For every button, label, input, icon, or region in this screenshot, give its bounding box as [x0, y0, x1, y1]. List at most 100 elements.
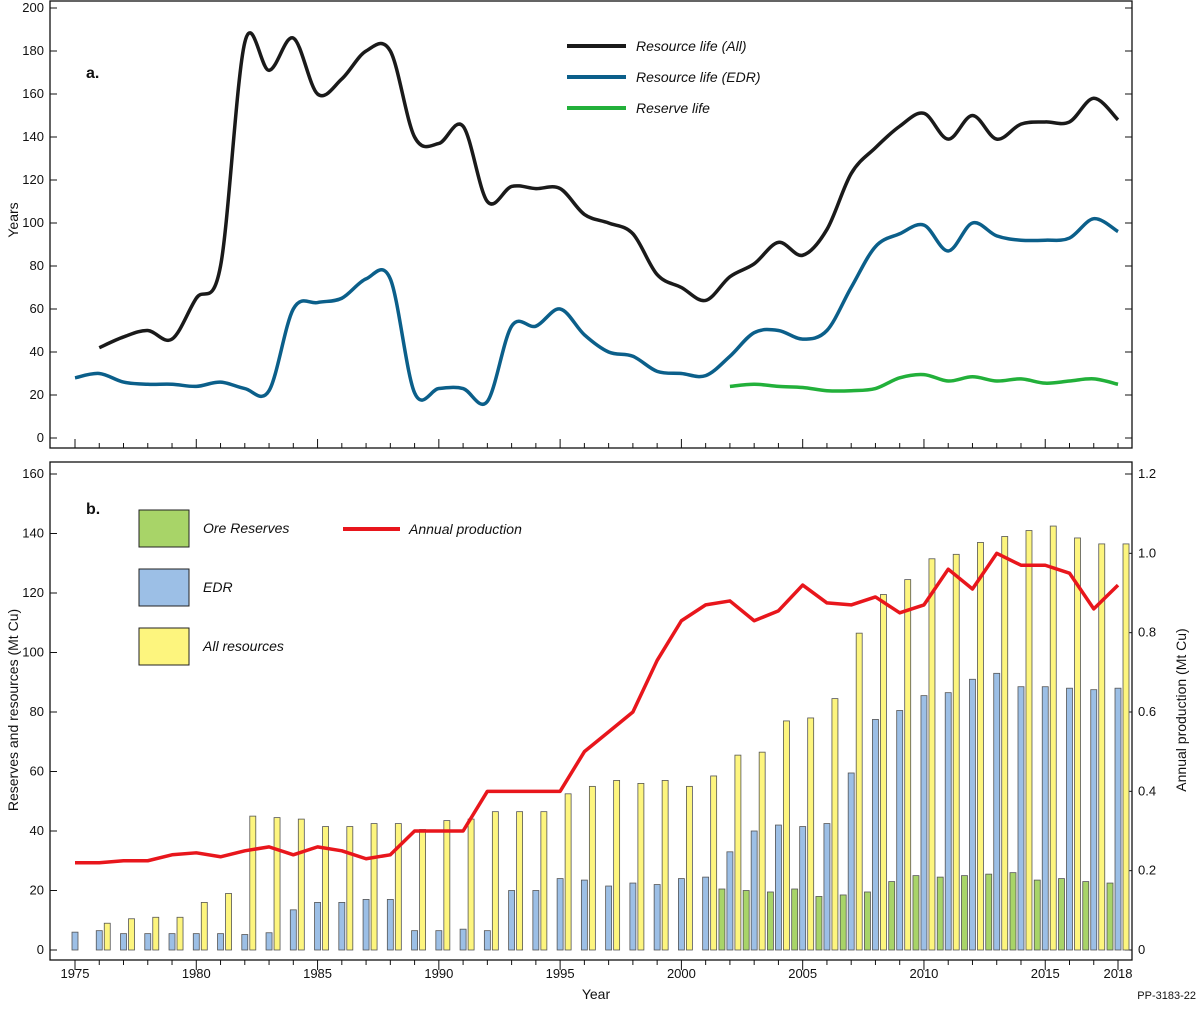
bar-edr — [823, 823, 831, 951]
y-tick-label: 160 — [22, 466, 44, 481]
bar-all-resources — [977, 542, 984, 951]
y-tick-label: 20 — [30, 883, 44, 898]
bar-edr — [556, 878, 564, 951]
bar-edr — [629, 882, 637, 951]
bar-edr — [217, 933, 224, 951]
bar-ore-reserves — [1009, 872, 1017, 951]
y-tick-label-right: 0 — [1138, 942, 1145, 957]
bar-edr — [775, 824, 782, 951]
bar-edr — [241, 934, 249, 951]
legend-label-all-resources: All resources — [202, 638, 284, 654]
bar-all-resources — [1025, 530, 1033, 951]
bar-edr — [168, 933, 176, 951]
x-axis-label: Year — [582, 986, 611, 1002]
y-tick-label: 180 — [22, 43, 44, 58]
bar-all-resources — [637, 783, 645, 951]
bar-all-resources — [831, 698, 839, 951]
bar-all-resources — [152, 916, 160, 951]
bar-all-resources — [443, 820, 451, 951]
bar-all-resources — [176, 916, 184, 951]
y-tick-label: 40 — [30, 823, 44, 838]
bar-edr — [1066, 687, 1073, 951]
bar-ore-reserves — [1058, 878, 1065, 951]
bar-ore-reserves — [936, 876, 944, 951]
bar-all-resources — [1122, 543, 1130, 951]
bar-ore-reserves — [864, 891, 871, 951]
y-tick-label-right: 0.6 — [1138, 704, 1156, 719]
bar-edr — [435, 930, 443, 951]
y-tick-label: 80 — [30, 258, 44, 273]
panel-b-ylabel-right: Annual production (Mt Cu) — [1173, 628, 1189, 791]
bar-all-resources — [370, 823, 378, 951]
panel-b-label: b. — [86, 501, 100, 518]
panel-a-ylabel: Years — [5, 202, 21, 237]
x-tick-label: 2010 — [909, 966, 938, 981]
y-tick-label-right: 1.2 — [1138, 466, 1156, 481]
bar-edr — [338, 902, 346, 951]
bar-edr — [386, 899, 394, 951]
bar-all-resources — [710, 775, 718, 951]
y-tick-label: 140 — [22, 129, 44, 144]
bar-edr — [605, 885, 613, 951]
bar-ore-reserves — [888, 881, 896, 951]
bar-edr — [750, 830, 758, 951]
panel-a: 0 20 40 60 80 100 120 140 160 180 200 Resource life… — [22, 0, 1133, 449]
bar-ore-reserves — [742, 890, 750, 951]
x-tick-label: 2018 — [1104, 966, 1133, 981]
bar-all-resources — [1049, 525, 1057, 951]
y-tick-label: 40 — [30, 344, 44, 359]
bar-all-resources — [297, 818, 305, 951]
x-tick-label: 2015 — [1031, 966, 1060, 981]
bar-ore-reserves — [985, 873, 993, 951]
bar-edr — [993, 672, 1001, 951]
bar-ore-reserves — [815, 896, 823, 951]
panel-a-label: a. — [86, 65, 99, 82]
y-tick-label: 160 — [22, 86, 44, 101]
bar-edr — [847, 772, 855, 951]
bar-ore-reserves — [767, 891, 774, 951]
bar-all-resources — [880, 594, 887, 951]
legend-label-annual-production: Annual production — [408, 521, 522, 537]
bar-ore-reserves — [1082, 881, 1090, 951]
x-tick-label: 1975 — [61, 966, 90, 981]
y-tick-label: 60 — [30, 301, 44, 316]
bar-ore-reserves — [912, 875, 920, 951]
bar-edr — [653, 884, 661, 951]
bar-edr — [483, 930, 491, 951]
bar-edr — [702, 876, 710, 951]
y-tick-label: 60 — [30, 764, 44, 779]
y-tick-label: 20 — [30, 387, 44, 402]
bar-all-resources — [346, 826, 354, 951]
bar-all-resources — [467, 818, 475, 951]
bar-all-resources — [225, 893, 232, 951]
bar-edr — [726, 851, 734, 951]
bar-ore-reserves — [1033, 879, 1041, 951]
bar-edr — [71, 931, 79, 951]
y-tick-label: 100 — [22, 645, 44, 660]
panel-a-frame — [49, 0, 1133, 449]
bar-edr — [872, 719, 879, 951]
bar-edr — [1114, 687, 1122, 951]
bar-all-resources — [613, 780, 621, 951]
bar-ore-reserves — [1106, 882, 1114, 951]
bar-all-resources — [516, 811, 524, 951]
bar-all-resources — [394, 823, 402, 951]
y-tick-label: 140 — [22, 526, 44, 541]
bar-all-resources — [1001, 536, 1009, 951]
bar-all-resources — [564, 793, 572, 951]
x-tick-label: 1995 — [546, 966, 575, 981]
bar-all-resources — [322, 826, 329, 951]
bar-edr — [192, 933, 200, 951]
legend-swatch-all-resources — [138, 627, 190, 666]
legend-label-resource-life-edr: Resource life (EDR) — [636, 69, 760, 85]
bar-all-resources — [249, 815, 257, 951]
y-tick-label-right: 0.2 — [1138, 863, 1156, 878]
line-resource-life-edr — [74, 216, 1119, 406]
bar-all-resources — [783, 720, 790, 951]
bar-all-resources — [904, 579, 912, 951]
y-tick-label-right: 0.8 — [1138, 625, 1156, 640]
legend-label-ore-reserves: Ore Reserves — [203, 520, 289, 536]
line-reserve-life — [729, 372, 1119, 393]
bar-all-resources — [686, 785, 693, 951]
